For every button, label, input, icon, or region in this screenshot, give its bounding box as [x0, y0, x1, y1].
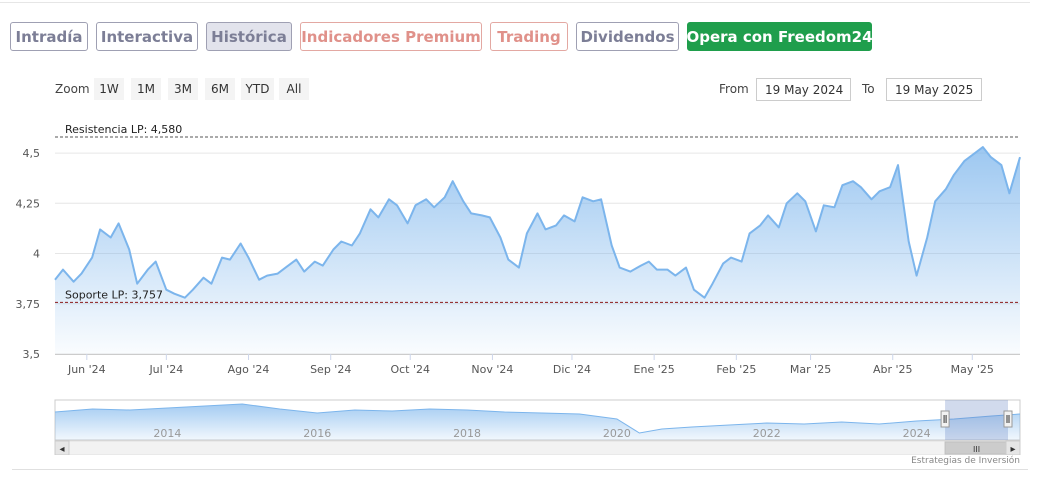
navigator-year-label: 2022	[753, 427, 781, 440]
navigator: 2014 2016 2018 2020 2022 2024 III ◂ ▸	[54, 399, 1021, 455]
tab-trading[interactable]: Trading	[490, 22, 568, 51]
zoom-3m-button[interactable]: 3M	[168, 78, 198, 100]
x-tick-label: Mar '25	[790, 363, 831, 376]
scrollbar-grip-glyph: III	[973, 445, 980, 454]
x-tick-label: Ago '24	[228, 363, 270, 376]
y-tick-label: 3,5	[23, 348, 41, 361]
x-axis-ticks: Jun '24 Jul '24 Ago '24 Sep '24 Oct '24 Nov '…	[67, 354, 994, 376]
x-tick-label: Abr '25	[873, 363, 913, 376]
scrollbar-right-button[interactable]	[1005, 440, 1021, 455]
y-tick-label: 3,75	[16, 298, 41, 311]
price-area-fill	[55, 147, 1020, 354]
chevron-left-icon: ◂	[59, 444, 64, 455]
resistance-label: Resistencia LP: 4,580	[65, 123, 182, 136]
from-date-input[interactable]: 19 May 2024	[756, 78, 851, 101]
zoom-all-button[interactable]: All	[279, 78, 309, 100]
support-label: Soporte LP: 3,757	[65, 288, 163, 301]
price-area-series	[54, 146, 1021, 354]
navigator-line	[54, 403, 1021, 434]
x-tick-label: May '25	[951, 363, 994, 376]
navigator-right-handle[interactable]	[1003, 410, 1013, 428]
tab-dividendos[interactable]: Dividendos	[576, 22, 679, 51]
y-tick-label: 4,25	[16, 197, 41, 210]
navigator-scrollbar-track	[54, 440, 1021, 455]
chevron-right-icon: ▸	[1010, 444, 1015, 455]
support-resistance-lines: Resistencia LP: 4,580 Soporte LP: 3,757	[55, 123, 1020, 303]
x-tick-label: Oct '24	[390, 363, 430, 376]
x-tick-label: Nov '24	[471, 363, 513, 376]
x-tick-label: Feb '25	[716, 363, 756, 376]
x-tick-label: Dic '24	[553, 363, 591, 376]
zoom-1m-button[interactable]: 1M	[131, 78, 161, 100]
price-line	[54, 146, 1021, 299]
x-tick-label: Jun '24	[67, 363, 106, 376]
navigator-year-label: 2020	[603, 427, 631, 440]
to-label: To	[862, 82, 875, 96]
price-chart: Resistencia LP: 4,580 Soporte LP: 3,757 4…	[16, 123, 1021, 455]
zoom-6m-button[interactable]: 6M	[205, 78, 235, 100]
x-tick-label: Jul '24	[148, 363, 183, 376]
y-axis-ticks: 4,5 4,25 4 3,75 3,5	[16, 147, 41, 361]
top-divider	[0, 2, 1030, 3]
tab-indicadores-premium[interactable]: Indicadores Premium	[300, 22, 482, 51]
zoom-ytd-button[interactable]: YTD	[241, 78, 274, 100]
x-tick-label: Sep '24	[310, 363, 351, 376]
chart-credit: Estrategias de Inversión	[911, 456, 1020, 466]
navigator-selection-window[interactable]	[945, 400, 1008, 440]
x-tick-label: Ene '25	[634, 363, 675, 376]
y-tick-label: 4	[33, 248, 40, 261]
navigator-left-handle[interactable]	[940, 410, 950, 428]
tab-intradia[interactable]: Intradía	[10, 22, 88, 51]
opera-freedom24-button[interactable]: Opera con Freedom24	[686, 22, 873, 51]
navigator-year-label: 2014	[153, 427, 181, 440]
zoom-1w-button[interactable]: 1W	[94, 78, 124, 100]
from-label: From	[719, 82, 749, 96]
bottom-divider	[12, 469, 1028, 470]
tab-interactiva[interactable]: Interactiva	[96, 22, 198, 51]
navigator-year-label: 2016	[303, 427, 331, 440]
to-date-input[interactable]: 19 May 2025	[886, 78, 982, 101]
navigator-year-label: 2024	[903, 427, 931, 440]
y-tick-label: 4,5	[23, 147, 41, 160]
tab-historica[interactable]: Histórica	[206, 22, 292, 51]
navigator-year-label: 2018	[453, 427, 481, 440]
navigator-area	[55, 404, 1020, 440]
scrollbar-left-button[interactable]	[54, 440, 70, 455]
zoom-label: Zoom	[55, 82, 90, 96]
